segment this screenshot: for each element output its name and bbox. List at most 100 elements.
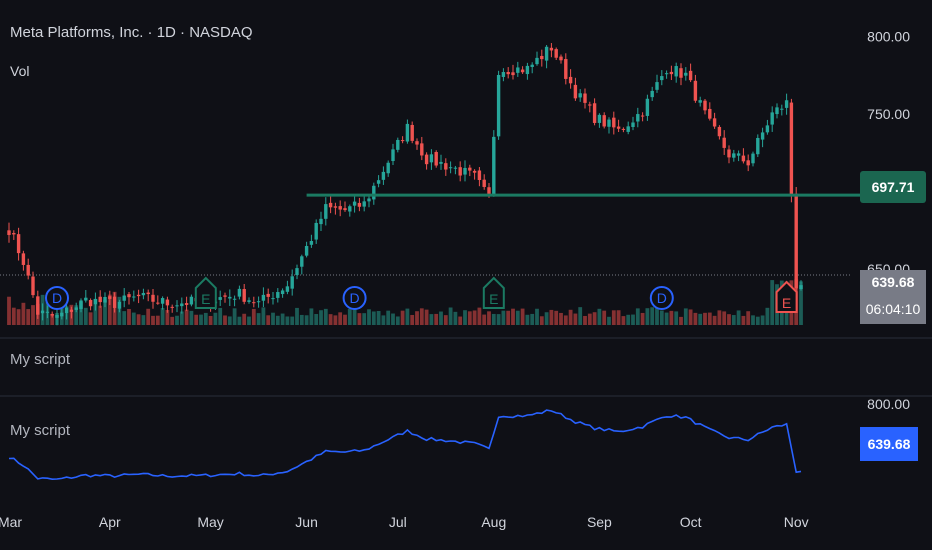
script-pane-label-1[interactable]: My script: [10, 351, 70, 368]
volume-bar: [520, 308, 525, 325]
candle-body: [674, 66, 678, 77]
volume-bar: [103, 299, 107, 325]
candle-body: [453, 167, 458, 169]
volume-bar: [189, 310, 194, 325]
volume-bar: [659, 310, 664, 325]
candle-body: [679, 68, 683, 78]
candle-body: [477, 170, 482, 181]
volume-bar: [146, 308, 151, 325]
candle-body: [660, 76, 664, 81]
volume-bar: [592, 312, 597, 325]
time-axis-tick: May: [197, 514, 223, 530]
candle-body: [36, 296, 40, 315]
candle-body: [794, 193, 798, 289]
volume-bar: [213, 312, 218, 325]
candle-body: [180, 303, 184, 307]
volume-bar: [74, 305, 79, 325]
candle-body: [429, 154, 434, 163]
volume-bar: [554, 310, 559, 325]
volume-bar: [770, 280, 775, 325]
candle-body: [21, 253, 26, 265]
volume-bar: [563, 315, 568, 325]
candle-body: [64, 307, 69, 314]
volume-bar: [122, 311, 127, 325]
candle-body: [568, 76, 573, 84]
candle-body: [357, 202, 362, 207]
volume-bar: [731, 315, 736, 325]
candle-body: [415, 141, 419, 145]
candle-body: [333, 206, 338, 208]
candle-body: [136, 294, 141, 297]
time-axis: Mar Apr May Jun Jul Aug Sep Oct Nov: [0, 514, 809, 530]
candle-body: [362, 201, 366, 207]
symbol-title[interactable]: Meta Platforms, Inc. · 1D · NASDAQ: [10, 24, 253, 41]
volume-bar: [208, 315, 213, 325]
candle-body: [712, 118, 717, 127]
candle-body: [612, 117, 616, 128]
volume-bar: [712, 315, 717, 325]
candle-body: [319, 218, 323, 225]
candle-body: [271, 298, 275, 300]
dividend-marker: [342, 286, 367, 310]
volume-bar: [170, 316, 175, 325]
volume-bar: [304, 315, 309, 325]
volume-bar: [587, 313, 592, 325]
volume-bar: [424, 309, 429, 325]
volume-bar: [645, 308, 650, 325]
candle-body: [295, 268, 299, 276]
candle-body: [55, 314, 59, 318]
volume-bar: [578, 307, 583, 325]
volume-bar: [79, 301, 83, 325]
candle-body: [722, 137, 726, 148]
volume-label[interactable]: Vol: [10, 63, 30, 79]
volume-bar: [98, 305, 103, 325]
candle-body: [684, 72, 688, 76]
volume-bar: [511, 308, 515, 325]
volume-bar: [448, 307, 453, 325]
candle-body: [640, 115, 645, 117]
candle-body: [266, 293, 270, 297]
dividend-marker-label: D: [52, 290, 62, 306]
volume-bar: [717, 310, 722, 325]
volume-bar: [352, 308, 357, 325]
script-pane-label-2[interactable]: My script: [10, 422, 70, 439]
candle-body: [146, 292, 150, 295]
candle-body: [789, 102, 794, 195]
candle-body: [16, 234, 21, 254]
candle-body: [290, 276, 294, 289]
volume-bar: [434, 313, 439, 325]
volume-bar: [515, 310, 520, 325]
candle-body: [343, 208, 347, 211]
candle-body: [314, 222, 318, 240]
candle-body: [578, 93, 582, 98]
volume-bars: [7, 279, 803, 325]
volume-bar: [693, 312, 698, 325]
volume-bar: [165, 310, 170, 325]
volume-bar: [285, 316, 290, 325]
volume-bar: [261, 307, 266, 325]
candle-body: [472, 170, 477, 173]
candle-body: [228, 296, 232, 299]
candle-body: [631, 122, 635, 128]
price-axis-tick: 800.00: [867, 28, 910, 44]
script-line-pane: [8, 409, 802, 481]
candle-body: [338, 206, 342, 210]
volume-bar: [635, 308, 640, 325]
candle-body: [400, 140, 405, 142]
volume-bar: [247, 316, 251, 325]
candle-body: [223, 295, 227, 297]
volume-bar: [16, 309, 21, 325]
candle-body: [376, 180, 381, 184]
earnings-marker: [775, 280, 798, 313]
candle-body: [261, 294, 266, 301]
volume-bar: [506, 310, 511, 325]
candle-body: [170, 306, 174, 308]
candle-body: [328, 202, 333, 208]
candle-body: [256, 301, 261, 303]
volume-bar: [136, 314, 141, 325]
candle-body: [60, 312, 64, 317]
candle-body: [780, 108, 784, 110]
candle-body: [12, 233, 16, 235]
